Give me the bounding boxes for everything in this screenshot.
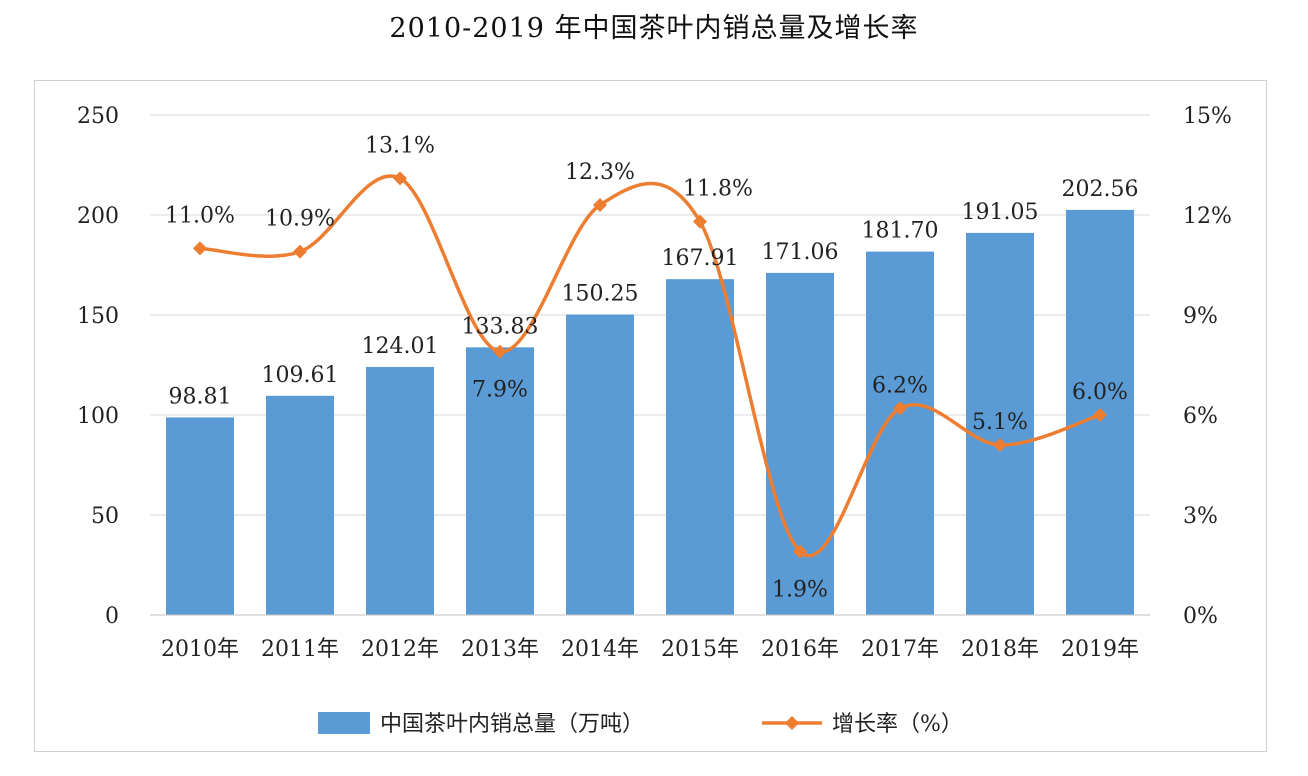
y-right-tick-label: 0% xyxy=(1183,604,1218,629)
y-left-tick-label: 100 xyxy=(77,404,119,429)
bar xyxy=(966,232,1034,615)
bar-value-label: 109.61 xyxy=(262,363,339,388)
growth-line xyxy=(199,174,1101,558)
bar xyxy=(766,272,834,615)
growth-value-label: 1.9% xyxy=(772,578,828,603)
y-right-tick-label: 15% xyxy=(1183,104,1232,129)
legend-label-line: 增长率（%） xyxy=(832,712,963,737)
growth-value-label: 7.9% xyxy=(472,378,528,403)
growth-value-label: 11.8% xyxy=(683,177,753,202)
bar-value-label: 150.25 xyxy=(562,282,639,307)
growth-value-label: 5.1% xyxy=(972,410,1028,435)
data-labels: 98.81 109.61 124.01 133.83 150.25 167.91 171.0… xyxy=(165,133,1138,602)
bar xyxy=(166,417,234,615)
bar xyxy=(566,314,634,615)
y-right-tick-label: 3% xyxy=(1183,504,1218,529)
growth-point xyxy=(793,544,807,559)
x-tick-label: 2018年 xyxy=(961,637,1039,662)
bar-value-label: 202.56 xyxy=(1062,177,1139,202)
y-left-tick-label: 200 xyxy=(77,204,119,229)
y-left-tick-label: 150 xyxy=(77,304,119,329)
legend-swatch-marker xyxy=(785,716,799,730)
growth-point xyxy=(593,198,607,212)
growth-point xyxy=(1093,408,1107,422)
bar-value-label: 167.91 xyxy=(662,246,739,271)
growth-point xyxy=(693,214,707,229)
y-left-tick-label: 0 xyxy=(105,604,119,629)
x-tick-label: 2010年 xyxy=(161,637,239,662)
y-right-tick-label: 6% xyxy=(1183,404,1218,429)
legend-swatch-bar xyxy=(318,712,370,734)
growth-point xyxy=(893,401,907,416)
x-tick-label: 2017年 xyxy=(861,637,939,662)
x-tick-label: 2011年 xyxy=(261,637,339,662)
axes: 0 50 100 150 200 250 0% 3% 6% 9% 12% 15% 2010年 2011年 2… xyxy=(77,104,1232,662)
bar-value-label: 124.01 xyxy=(362,334,439,359)
growth-point xyxy=(193,241,207,256)
bar xyxy=(466,347,534,615)
growth-value-label: 13.1% xyxy=(365,133,435,158)
y-left-tick-label: 250 xyxy=(77,104,119,129)
growth-value-label: 11.0% xyxy=(165,203,235,228)
growth-point xyxy=(393,171,407,186)
x-tick-label: 2014年 xyxy=(561,637,639,662)
growth-value-label: 6.2% xyxy=(872,373,928,398)
chart-title: 2010-2019 年中国茶叶内销总量及增长率 xyxy=(389,13,919,44)
line-series xyxy=(193,171,1107,559)
growth-value-label: 6.0% xyxy=(1072,380,1128,405)
bar-value-label: 171.06 xyxy=(762,240,839,265)
growth-value-label: 10.9% xyxy=(265,207,335,232)
bar-value-label: 181.70 xyxy=(862,219,939,244)
growth-point xyxy=(493,344,507,359)
growth-value-label: 12.3% xyxy=(565,160,635,185)
x-tick-label: 2016年 xyxy=(761,637,839,662)
bar xyxy=(866,251,934,615)
chart-frame xyxy=(34,80,1267,752)
x-tick-label: 2012年 xyxy=(361,637,439,662)
bar-value-label: 98.81 xyxy=(169,384,232,409)
y-left-tick-label: 50 xyxy=(91,504,119,529)
legend-label-bar: 中国茶叶内销总量（万吨） xyxy=(380,712,644,737)
bar xyxy=(666,279,734,615)
x-tick-label: 2013年 xyxy=(461,637,539,662)
growth-point xyxy=(993,438,1007,452)
growth-point xyxy=(293,244,307,259)
legend: 中国茶叶内销总量（万吨） 增长率（%） xyxy=(318,712,963,737)
bar xyxy=(266,395,334,615)
bar xyxy=(366,366,434,615)
x-tick-label: 2019年 xyxy=(1061,637,1139,662)
bar-value-label: 133.83 xyxy=(462,314,539,339)
y-right-tick-label: 9% xyxy=(1183,304,1218,329)
bar-value-label: 191.05 xyxy=(962,200,1039,225)
x-tick-label: 2015年 xyxy=(661,637,739,662)
y-right-tick-label: 12% xyxy=(1183,204,1232,229)
